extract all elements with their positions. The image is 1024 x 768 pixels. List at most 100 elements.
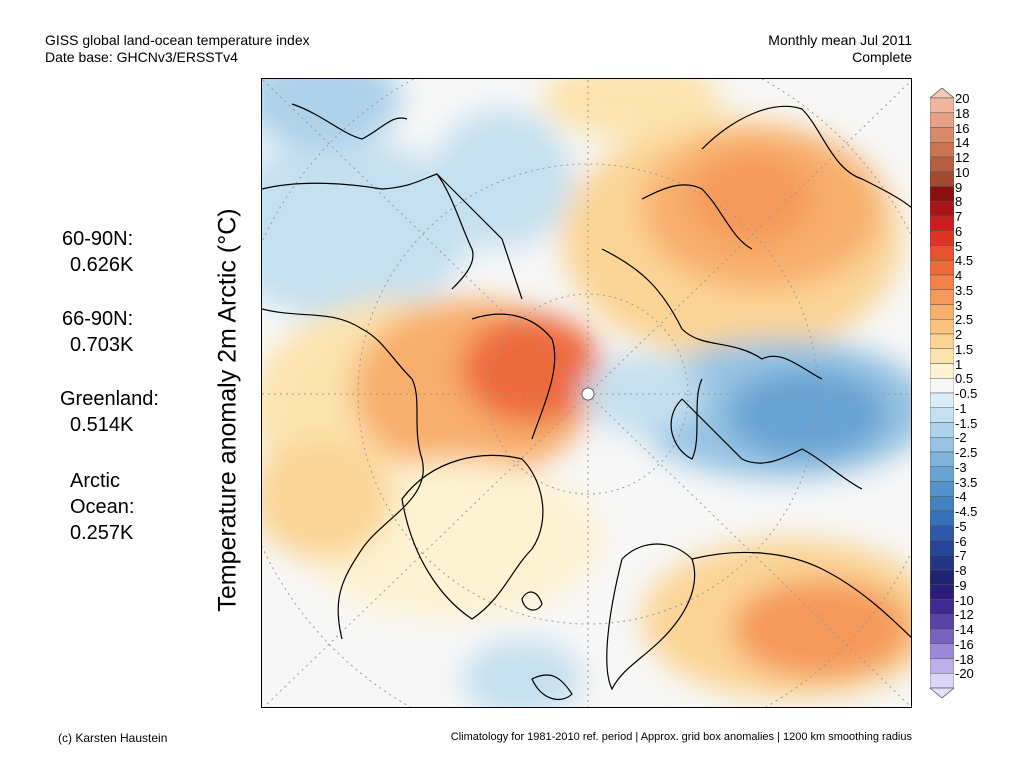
colorbar-tick-label: 3	[955, 297, 963, 313]
colorbar-swatch	[930, 201, 954, 217]
colorbar-swatch	[930, 658, 954, 674]
colorbar-swatch	[930, 274, 954, 290]
colorbar-swatch	[930, 496, 954, 512]
colorbar-tick-label: 2.5	[955, 312, 974, 328]
colorbar-tick-label: 1.5	[955, 341, 974, 357]
data-base-label: Date base: GHCNv3/ERSSTv4	[45, 49, 238, 65]
stat-region: Arctic	[70, 470, 120, 492]
colorbar-swatch	[930, 392, 954, 408]
colorbar-swatches	[930, 88, 954, 698]
colorbar-swatch	[930, 289, 954, 305]
colorbar-tick-label: -7	[955, 548, 967, 564]
colorbar-tick-label: 18	[955, 105, 970, 121]
stat-region: 60-90N:	[62, 228, 134, 250]
colorbar-tick-label: -4.5	[955, 504, 978, 519]
colorbar	[930, 88, 954, 698]
stat-value: 0.257K	[70, 522, 134, 544]
completeness-label: Complete	[852, 49, 912, 65]
colorbar-bottom-arrow	[930, 687, 954, 698]
colorbar-swatch	[930, 437, 954, 453]
colorbar-swatch	[930, 304, 954, 320]
stat-60-90n: 60-90N: 0.626K	[62, 226, 133, 278]
colorbar-swatch	[930, 260, 954, 276]
colorbar-swatch	[930, 230, 954, 246]
colorbar-tick-label: -3	[955, 459, 967, 475]
colorbar-tick-label: 6	[955, 223, 963, 239]
colorbar-tick-label: 4	[955, 268, 963, 283]
colorbar-tick-label: 7	[955, 209, 963, 224]
header-right: Monthly mean Jul 2011 Complete	[768, 32, 912, 66]
colorbar-tick-label: 5	[955, 238, 963, 254]
y-axis-label: Temperature anomaly 2m Arctic (°C)	[213, 208, 242, 612]
stat-region: Ocean:	[70, 496, 135, 518]
stat-66-90n: 66-90N: 0.703K	[62, 306, 133, 358]
footer-credit: (c) Karsten Haustein	[58, 731, 168, 745]
header-left: GISS global land-ocean temperature index…	[45, 32, 310, 66]
colorbar-tick-label: -1.5	[955, 415, 978, 431]
colorbar-tick-label: -0.5	[955, 386, 978, 401]
colorbar-swatch	[930, 407, 954, 423]
colorbar-swatch	[930, 112, 954, 128]
colorbar-swatch	[930, 673, 954, 689]
colorbar-swatch	[930, 540, 954, 556]
stat-value: 0.626K	[70, 254, 134, 276]
colorbar-tick-label: 16	[955, 120, 970, 136]
colorbar-swatch	[930, 171, 954, 187]
colorbar-swatch	[930, 97, 954, 113]
colorbar-swatch	[930, 245, 954, 261]
colorbar-swatch	[930, 628, 954, 644]
colorbar-swatch	[930, 555, 954, 571]
colorbar-swatch	[930, 643, 954, 659]
colorbar-tick-label: -2	[955, 430, 967, 446]
colorbar-top-arrow	[930, 88, 954, 99]
stat-value: 0.514K	[70, 414, 134, 436]
colorbar-swatch	[930, 599, 954, 615]
colorbar-swatch	[930, 584, 954, 600]
colorbar-swatch	[930, 142, 954, 158]
colorbar-swatch	[930, 510, 954, 526]
stat-value: 0.703K	[70, 334, 134, 356]
colorbar-tick-label: -6	[955, 533, 967, 549]
colorbar-swatch	[930, 525, 954, 541]
colorbar-tick-label: 4.5	[955, 253, 974, 269]
colorbar-swatch	[930, 215, 954, 231]
colorbar-swatch	[930, 319, 954, 335]
stat-arctic-ocean: Arctic Ocean: 0.257K	[70, 468, 134, 546]
colorbar-swatch	[930, 127, 954, 143]
stat-region: 66-90N:	[62, 308, 134, 330]
colorbar-tick-label: -3.5	[955, 474, 978, 490]
colorbar-tick-label: 12	[955, 150, 970, 165]
colorbar-tick-label: -1	[955, 400, 967, 416]
anomaly-map	[261, 78, 912, 708]
colorbar-tick-label: -2.5	[955, 445, 978, 460]
colorbar-swatch	[930, 378, 954, 394]
colorbar-tick-label: -20	[955, 666, 974, 682]
colorbar-swatch	[930, 481, 954, 497]
graticule	[262, 79, 911, 707]
colorbar-swatch	[930, 614, 954, 630]
colorbar-tick-label: 0.5	[955, 371, 974, 387]
colorbar-tick-label: -5	[955, 518, 967, 534]
colorbar-swatch	[930, 466, 954, 482]
colorbar-tick-label: -8	[955, 563, 967, 578]
chart-title: GISS global land-ocean temperature index	[45, 32, 310, 48]
coastlines	[262, 103, 911, 701]
colorbar-swatch	[930, 348, 954, 364]
colorbar-tick-label: -16	[955, 636, 974, 652]
colorbar-tick-label: -9	[955, 577, 967, 593]
colorbar-tick-label: -4	[955, 489, 967, 505]
colorbar-tick-label: 20	[955, 91, 970, 106]
colorbar-tick-label: 14	[955, 135, 970, 151]
colorbar-tick-label: 8	[955, 194, 963, 210]
colorbar-swatch	[930, 569, 954, 585]
colorbar-tick-label: -14	[955, 622, 974, 637]
colorbar-tick-label: 10	[955, 164, 970, 180]
colorbar-tick-label: 3.5	[955, 282, 974, 298]
anomaly-field	[262, 79, 911, 707]
colorbar-swatch	[930, 363, 954, 379]
stat-region: Greenland:	[60, 388, 159, 410]
colorbar-swatch	[930, 422, 954, 438]
colorbar-tick-label: -12	[955, 607, 974, 623]
north-pole-marker	[581, 387, 595, 401]
footer-note: Climatology for 1981-2010 ref. period | …	[450, 731, 912, 743]
